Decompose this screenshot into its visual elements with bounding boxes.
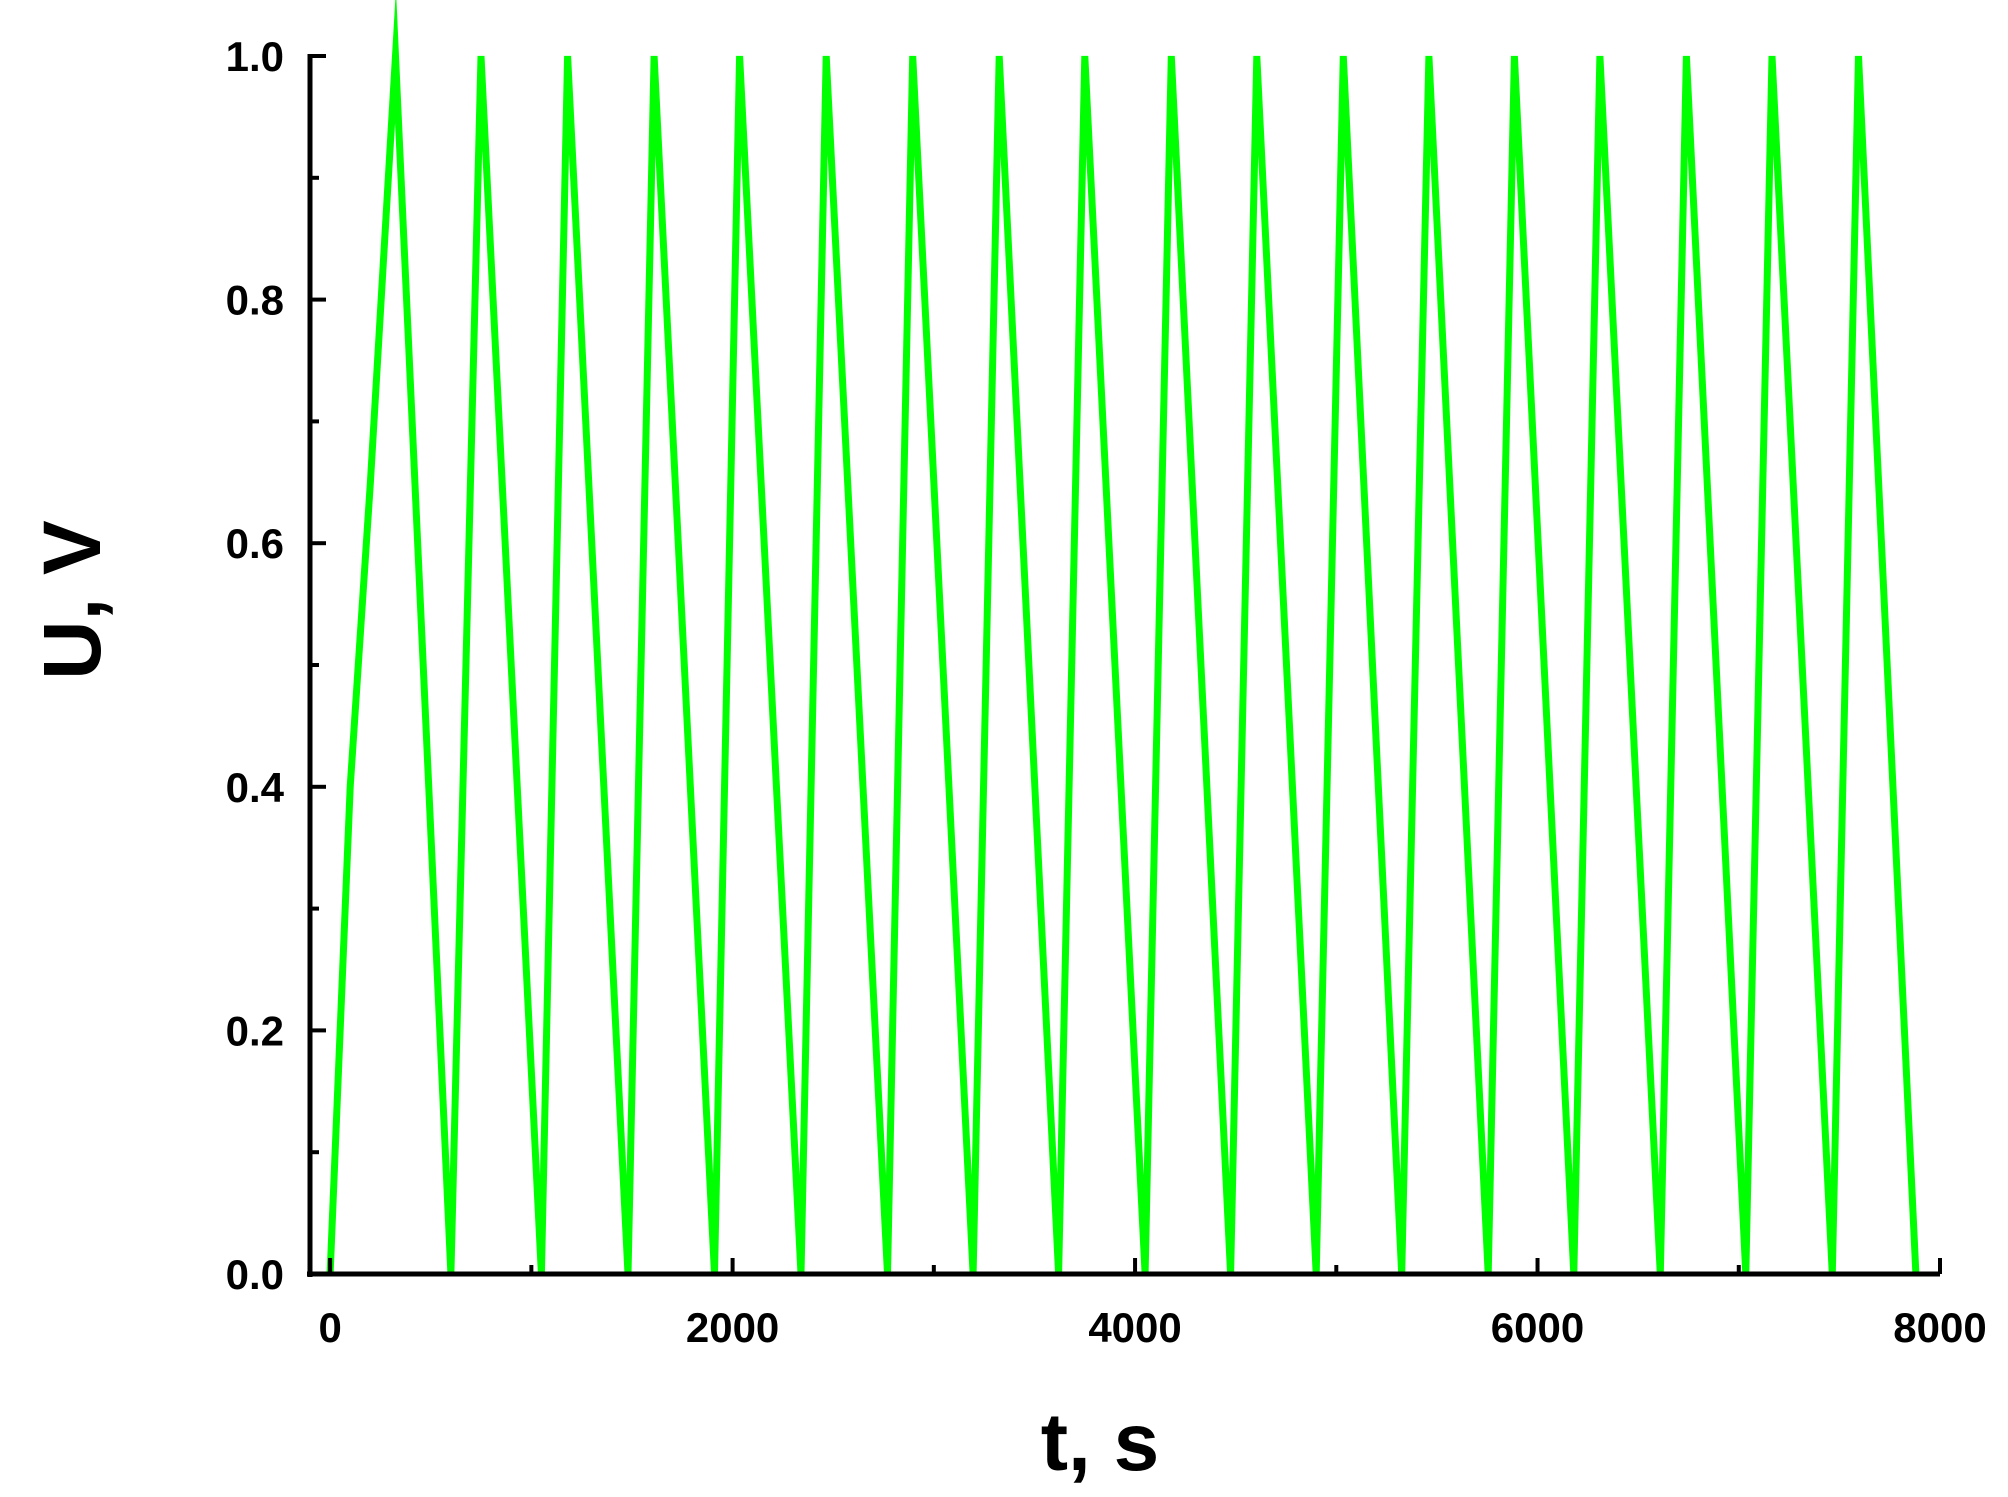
y-tick-label: 0.6 (226, 520, 284, 567)
x-tick-label: 0 (318, 1304, 341, 1351)
x-tick-label: 2000 (686, 1304, 779, 1351)
y-tick-label: 0.4 (226, 764, 285, 811)
y-tick-label: 0.0 (226, 1251, 284, 1298)
y-tick-labels: 0.0 0.2 0.4 0.6 0.8 1.0 (226, 33, 285, 1298)
y-axis-title: U, V (27, 520, 118, 680)
series-line-1 (326, 0, 1920, 1275)
x-tick-labels: 0 2000 4000 6000 8000 (318, 1304, 1986, 1351)
y-tick-label: 1.0 (226, 33, 284, 80)
x-tick-label: 4000 (1088, 1304, 1181, 1351)
x-axis-title: t, s (1041, 1397, 1159, 1488)
axes (307, 54, 1942, 1277)
plot-area (326, 0, 1920, 1275)
x-tick-label: 8000 (1893, 1304, 1986, 1351)
y-tick-label: 0.2 (226, 1007, 284, 1054)
y-tick-label: 0.8 (226, 277, 284, 324)
x-tick-label: 6000 (1491, 1304, 1584, 1351)
